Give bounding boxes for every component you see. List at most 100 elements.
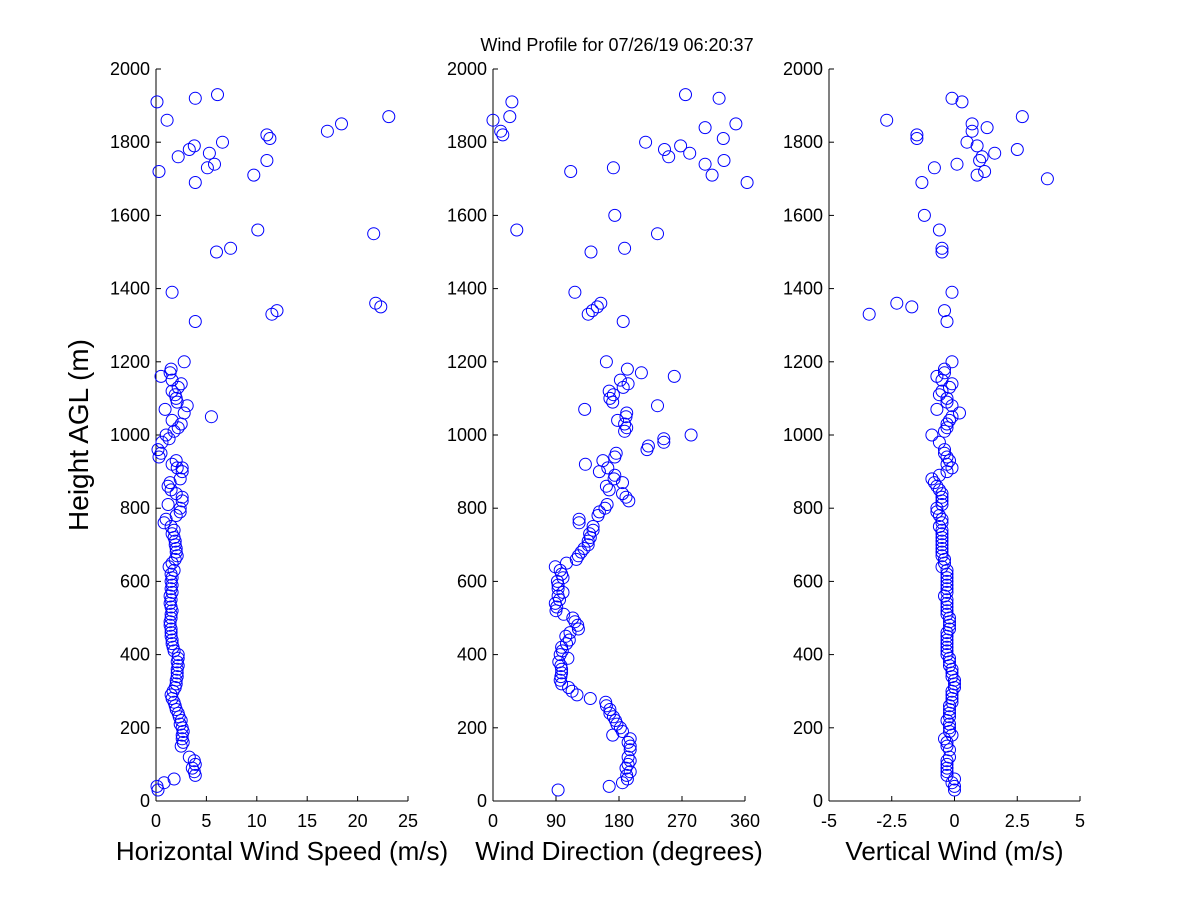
speed-data-point — [200, 161, 214, 175]
vertical-data-point — [943, 743, 956, 757]
vertical-data-point — [940, 754, 954, 768]
direction-data-point — [503, 110, 517, 124]
speed-data-point — [188, 91, 202, 105]
direction-data-point — [586, 520, 600, 533]
speed-data-point — [187, 765, 201, 779]
vertical-data-point — [932, 483, 946, 497]
direction-x-axis-label: Wind Direction (degrees) — [475, 836, 763, 866]
direction-y-tick-label: 1600 — [447, 205, 487, 225]
speed-data-point — [202, 146, 216, 160]
speed-data-point — [169, 677, 183, 691]
vertical-data-point — [935, 245, 949, 259]
direction-data-point — [581, 307, 595, 321]
direction-data-point — [620, 421, 634, 435]
direction-data-point — [609, 446, 623, 460]
speed-data-point — [208, 157, 221, 171]
direction-data-point — [578, 402, 592, 416]
speed-data-point — [173, 505, 187, 519]
direction-data-point — [596, 454, 610, 468]
vertical-data-point — [890, 296, 904, 310]
vertical-data-point — [945, 377, 959, 391]
vertical-data-point — [980, 121, 994, 135]
speed-y-tick-label: 1400 — [110, 279, 150, 299]
vertical-data-point — [955, 95, 969, 109]
vertical-data-point — [973, 154, 987, 167]
speed-data-point — [204, 410, 218, 424]
direction-data-point — [564, 165, 578, 178]
direction-data-point — [581, 534, 595, 548]
speed-data-point — [165, 413, 179, 427]
vertical-data-point — [940, 596, 954, 610]
vertical-x-tick-label: 0 — [949, 811, 959, 831]
vertical-data-point — [970, 139, 984, 153]
vertical-data-point — [935, 527, 949, 541]
direction-data-point — [683, 146, 697, 160]
vertical-data-point — [862, 307, 876, 321]
speed-y-tick-label: 400 — [120, 645, 150, 665]
vertical-data-point — [945, 662, 959, 676]
direction-data-point — [619, 761, 633, 775]
speed-data-point — [169, 454, 183, 468]
wind-direction-panel: 0 200 400 600 800 1000 1200 1400 1600 1800 2000 0 90… — [447, 59, 763, 866]
direction-data-point — [716, 132, 730, 145]
vertical-data-point — [935, 241, 949, 255]
direction-data-point — [583, 527, 597, 541]
direction-data-point — [585, 304, 599, 318]
vertical-data-point — [940, 417, 954, 431]
speed-y-tick-label: 1800 — [110, 132, 150, 152]
direction-data-point — [623, 743, 637, 757]
vertical-data-point — [927, 476, 941, 490]
vertical-data-point — [935, 549, 949, 563]
vertical-y-tick-label: 1400 — [783, 279, 823, 299]
vertical-y-tick-label: 1600 — [783, 205, 823, 225]
speed-data-point — [260, 154, 274, 167]
direction-data-point — [698, 157, 712, 171]
vertical-data-point — [938, 424, 951, 438]
direction-data-point — [565, 684, 579, 698]
vertical-data-point — [935, 538, 949, 552]
speed-data-point — [164, 611, 178, 625]
direction-y-tick-label: 1400 — [447, 279, 487, 299]
speed-data-point — [251, 223, 265, 237]
direction-data-point — [578, 457, 592, 471]
direction-data-point — [603, 706, 617, 720]
vertical-data-point — [905, 300, 919, 314]
direction-data-point — [601, 461, 615, 475]
speed-data-point — [167, 695, 181, 709]
speed-data-point — [165, 527, 179, 541]
direction-data-point — [486, 113, 500, 127]
speed-y-tick-label: 0 — [140, 791, 150, 811]
direction-data-point — [554, 659, 568, 673]
vertical-data-point — [943, 710, 956, 724]
speed-data-point — [367, 227, 381, 241]
direction-data-point — [570, 688, 584, 702]
vertical-data-point — [935, 512, 949, 526]
direction-data-point — [705, 168, 719, 182]
direction-data-point — [496, 128, 510, 142]
direction-data-point — [602, 483, 616, 497]
vertical-data-point — [940, 315, 954, 328]
direction-y-tick-label: 400 — [457, 645, 487, 665]
vertical-data-point — [940, 757, 954, 771]
direction-data-point — [560, 556, 573, 570]
speed-x-tick-label: 20 — [348, 811, 368, 831]
direction-data-point — [590, 300, 604, 314]
vertical-y-tick-label: 400 — [793, 645, 823, 665]
vertical-data-point — [940, 637, 954, 651]
speed-data-point — [157, 516, 171, 530]
direction-data-point — [594, 296, 608, 310]
speed-data-point — [170, 666, 184, 680]
direction-data-point — [574, 545, 588, 559]
speed-data-point — [177, 406, 191, 420]
vertical-data-point — [930, 402, 944, 416]
direction-data-point — [679, 88, 692, 102]
vertical-y-tick-label: 2000 — [783, 59, 823, 79]
vertical-data-point — [940, 768, 954, 782]
direction-data-point — [600, 498, 614, 511]
vertical-x-tick-label: 5 — [1075, 811, 1085, 831]
direction-data-point — [586, 523, 600, 537]
direction-data-point — [569, 552, 583, 566]
speed-data-point — [171, 648, 185, 662]
speed-data-point — [165, 285, 179, 299]
speed-data-point — [167, 523, 181, 537]
